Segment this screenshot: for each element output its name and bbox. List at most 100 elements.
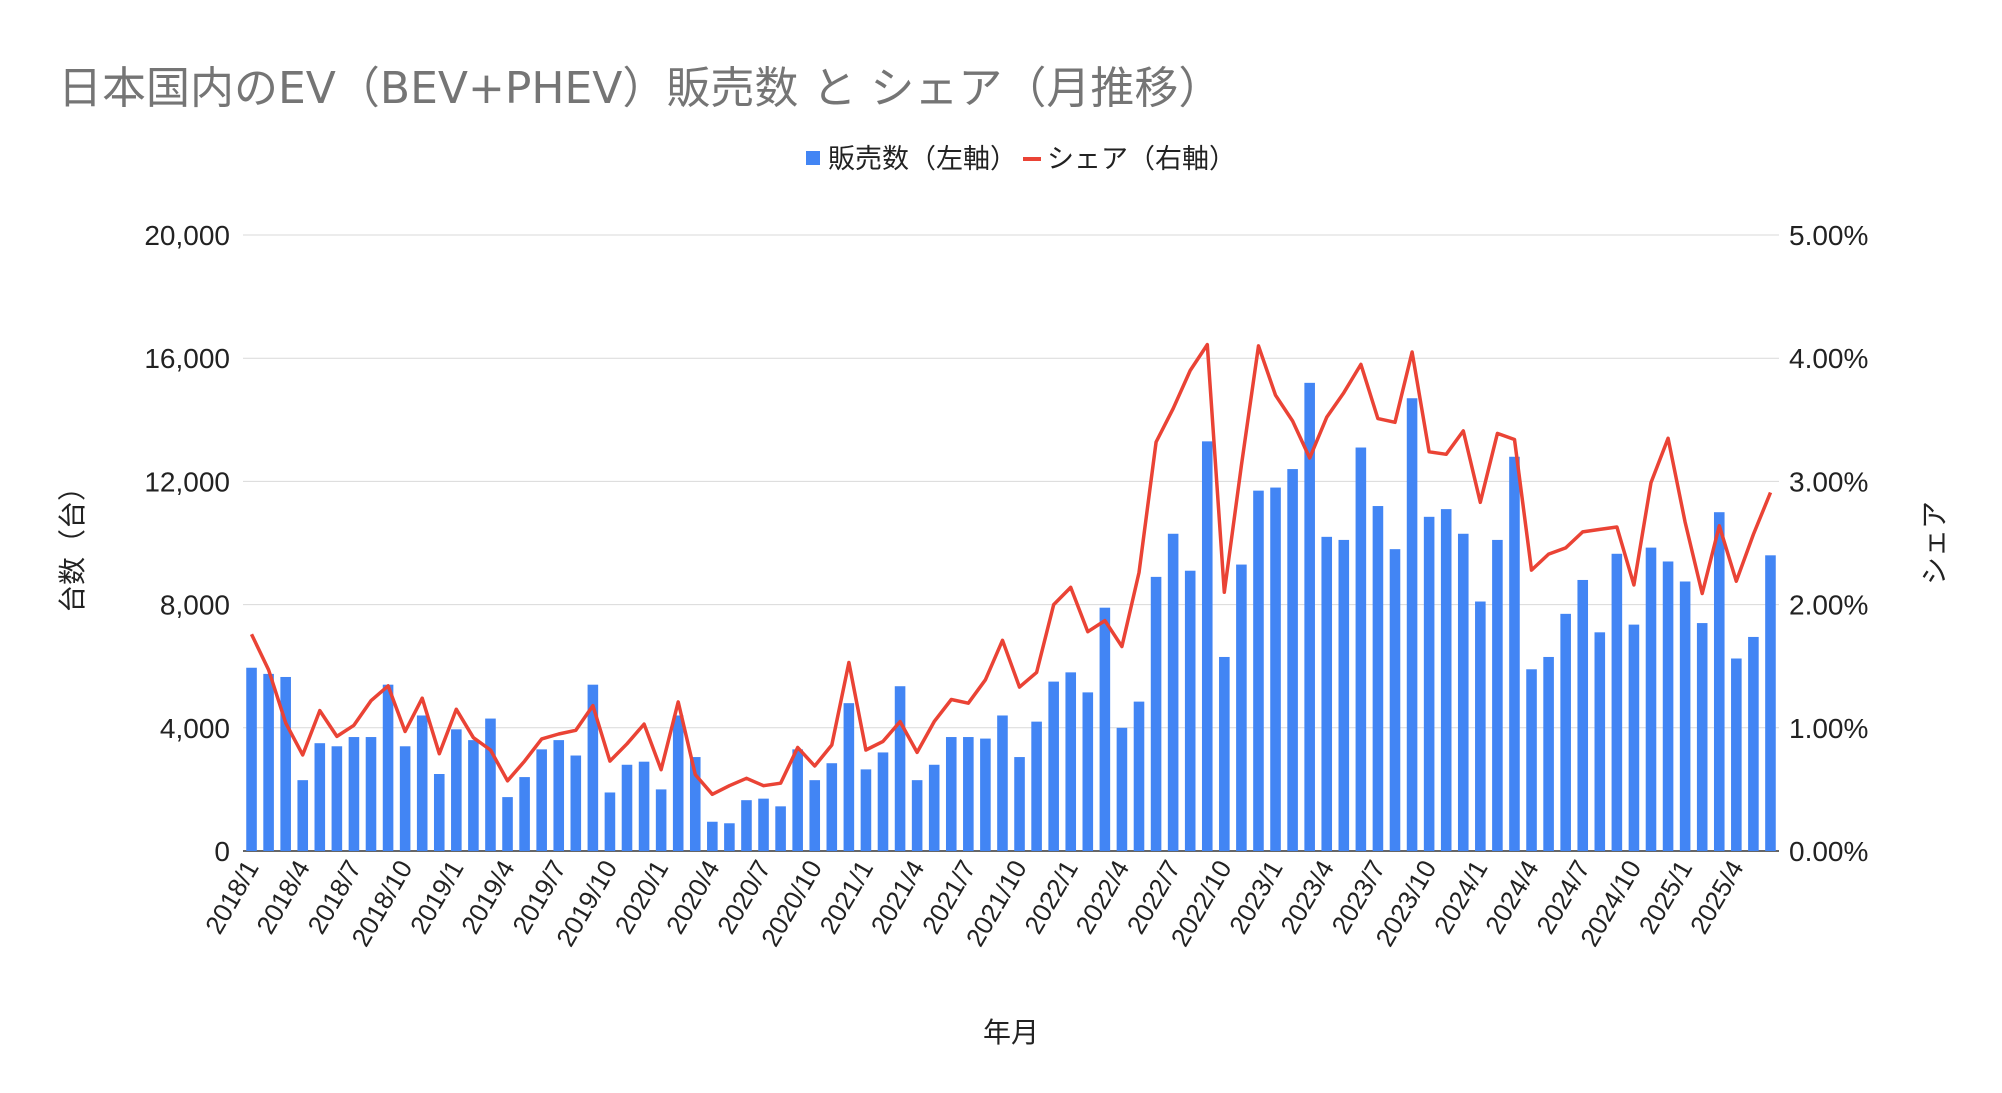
bar	[1065, 672, 1077, 851]
y-right-tick-label: 1.00%	[1789, 713, 1868, 744]
bar	[314, 743, 326, 851]
bar	[1679, 581, 1691, 851]
bar	[1645, 547, 1657, 851]
y-right-axis-title: シェア	[1918, 501, 1951, 585]
bar	[1423, 516, 1435, 851]
bar	[911, 780, 923, 851]
y-left-tick-label: 16,000	[144, 343, 230, 374]
bar	[638, 761, 650, 851]
bar	[1321, 536, 1333, 851]
bar	[724, 823, 735, 851]
bar	[1475, 601, 1486, 851]
bar	[1662, 561, 1674, 851]
bar	[826, 763, 838, 851]
line-series	[249, 342, 1773, 797]
y-left-tick-label: 0	[214, 836, 230, 867]
bar	[468, 740, 479, 851]
bar	[246, 667, 257, 851]
bar	[1167, 533, 1179, 851]
legend-bar-swatch	[806, 151, 820, 165]
bar	[1270, 487, 1281, 851]
bar	[433, 774, 445, 851]
bar	[741, 800, 752, 851]
bar	[1543, 656, 1554, 851]
bar	[1457, 533, 1469, 851]
chart-title: 日本国内のEV（BEV+PHEV）販売数 と シェア（月推移）	[58, 63, 1223, 114]
bar	[1577, 579, 1589, 851]
bar	[1253, 490, 1264, 851]
bar	[604, 792, 616, 851]
bar-series	[246, 382, 1776, 851]
bar	[672, 715, 684, 851]
bar	[1236, 564, 1247, 851]
bar	[399, 746, 411, 851]
bar	[348, 737, 360, 851]
y-left-tick-label: 20,000	[144, 220, 230, 251]
bar	[1287, 469, 1298, 851]
y-right-tick-label: 0.00%	[1789, 836, 1868, 867]
bar	[860, 769, 872, 851]
bar	[621, 764, 633, 851]
bar	[843, 703, 855, 851]
legend: 販売数（左軸） シェア（右軸）	[806, 144, 1236, 175]
bar	[928, 764, 940, 851]
share-line	[249, 342, 1773, 797]
bar	[775, 806, 786, 851]
bar	[1560, 613, 1571, 851]
bar	[1765, 555, 1776, 851]
gridlines	[243, 234, 1779, 852]
bar	[416, 715, 428, 851]
bar	[1748, 636, 1759, 851]
bar	[1014, 757, 1025, 851]
bar	[758, 798, 769, 851]
bar	[365, 737, 377, 851]
bar	[536, 749, 547, 851]
bar	[792, 749, 803, 851]
bar	[1184, 570, 1196, 851]
bar	[689, 757, 701, 851]
bar	[485, 718, 496, 851]
bar	[963, 737, 974, 851]
bar	[877, 752, 889, 851]
x-axis-title: 年月	[983, 1016, 1039, 1049]
bar	[1355, 447, 1367, 851]
y-right-tick-label: 5.00%	[1789, 220, 1868, 251]
bar	[1116, 727, 1128, 851]
bar	[1696, 623, 1708, 851]
bar	[1611, 553, 1623, 851]
bar	[655, 789, 667, 851]
bar	[1492, 539, 1503, 851]
bar	[1389, 549, 1401, 851]
y-left-tick-label: 12,000	[144, 466, 230, 497]
bar	[1440, 509, 1452, 851]
bar	[1509, 456, 1520, 851]
bar	[1219, 656, 1230, 851]
bar	[280, 676, 291, 851]
y-left-tick-label: 8,000	[160, 590, 230, 621]
bar	[1731, 658, 1742, 851]
bar	[451, 729, 462, 851]
bar	[1304, 382, 1315, 851]
bar	[1594, 632, 1606, 851]
bar	[502, 797, 513, 851]
bar	[1628, 624, 1640, 851]
bar	[553, 740, 565, 851]
bar	[1031, 721, 1042, 851]
legend-bar-label: 販売数（左軸）	[828, 144, 1017, 175]
bar	[809, 780, 821, 851]
bar	[1201, 441, 1213, 851]
bar	[382, 684, 394, 851]
bar	[1372, 506, 1384, 851]
y-left-tick-label: 4,000	[160, 713, 230, 744]
bar	[1526, 669, 1537, 851]
bar	[1713, 512, 1725, 851]
bar	[1150, 576, 1162, 851]
bar	[707, 821, 718, 851]
bar	[997, 715, 1008, 851]
bar	[263, 673, 274, 851]
bar	[980, 738, 991, 851]
bar	[519, 777, 530, 851]
bar	[331, 746, 343, 851]
bar	[1133, 701, 1145, 851]
